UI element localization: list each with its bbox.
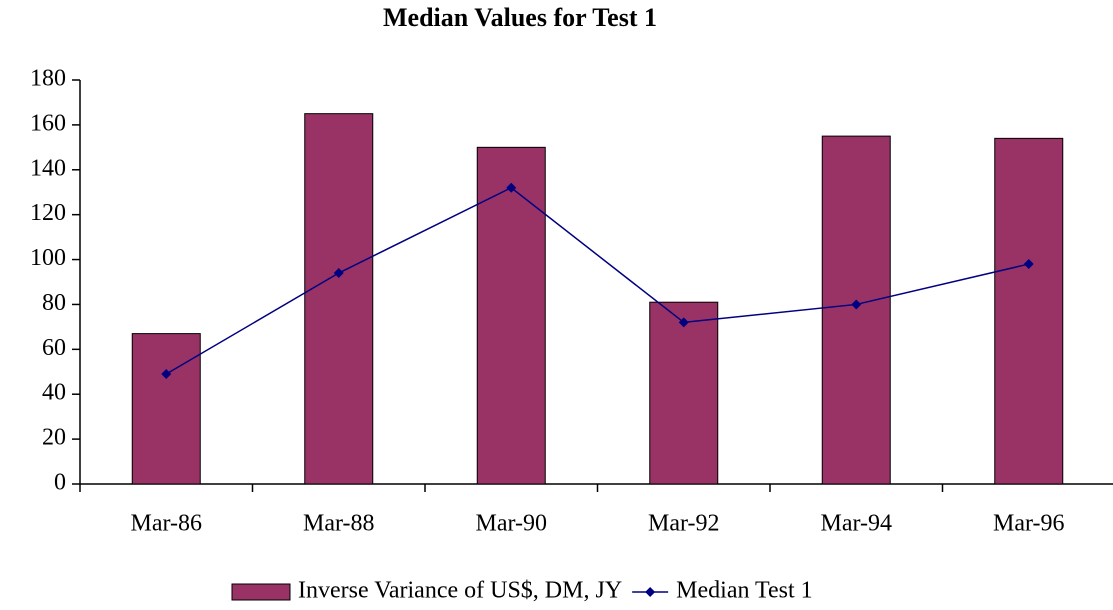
legend-marker bbox=[645, 587, 656, 597]
legend-swatch bbox=[231, 583, 291, 601]
y-tick-label: 140 bbox=[30, 155, 66, 181]
bar bbox=[304, 113, 374, 485]
x-tick-label: Mar-92 bbox=[648, 511, 720, 537]
x-tick-label: Mar-96 bbox=[993, 511, 1065, 537]
x-tick-label: Mar-94 bbox=[821, 511, 893, 537]
y-tick-label: 0 bbox=[54, 470, 66, 496]
marker bbox=[161, 369, 172, 380]
y-tick-label: 120 bbox=[30, 200, 66, 226]
chart-title: Median Values for Test 1 bbox=[383, 3, 657, 32]
y-tick-label: 100 bbox=[30, 245, 66, 271]
bar bbox=[131, 333, 201, 485]
y-tick-label: 40 bbox=[42, 380, 66, 406]
legend-label: Median Test 1 bbox=[676, 578, 813, 604]
legend-label: Inverse Variance of US$, DM, JY bbox=[298, 578, 622, 604]
marker bbox=[1023, 259, 1034, 270]
y-tick-label: 20 bbox=[42, 425, 66, 451]
y-tick-label: 80 bbox=[42, 290, 66, 316]
marker bbox=[333, 268, 344, 279]
bar bbox=[649, 301, 719, 485]
y-tick-label: 180 bbox=[30, 66, 66, 92]
x-tick-label: Mar-86 bbox=[131, 511, 203, 537]
line bbox=[165, 186, 1029, 375]
y-tick-label: 60 bbox=[42, 335, 66, 361]
bar bbox=[821, 135, 891, 485]
bar bbox=[476, 146, 546, 485]
bar bbox=[994, 137, 1064, 485]
marker bbox=[851, 299, 862, 310]
x-tick-label: Mar-88 bbox=[303, 511, 375, 537]
x-tick-label: Mar-90 bbox=[476, 511, 548, 537]
y-tick-label: 160 bbox=[30, 110, 66, 136]
marker bbox=[678, 317, 689, 328]
marker bbox=[506, 182, 517, 193]
